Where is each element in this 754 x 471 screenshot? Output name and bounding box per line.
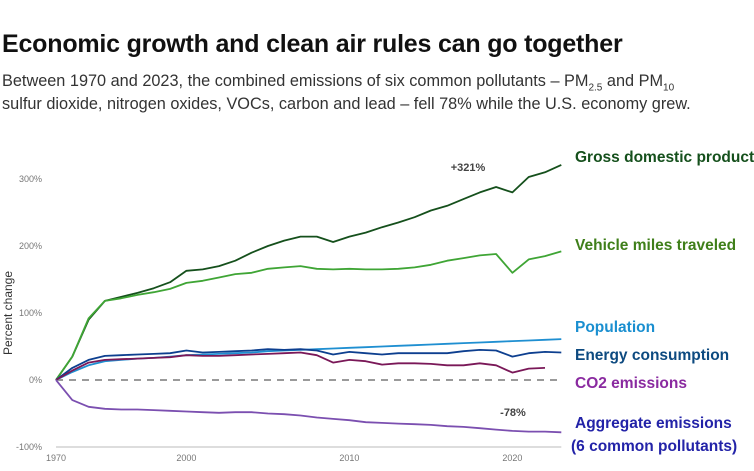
series-label: Population (575, 319, 655, 336)
x-tick-label: 1970 (46, 453, 66, 463)
series-line-energy-consumption (55, 348, 562, 381)
series-label: CO2 emissions (575, 375, 687, 392)
y-tick-label: -100% (16, 442, 42, 452)
y-tick-label: 0% (29, 375, 42, 385)
y-tick-label: 100% (19, 308, 42, 318)
x-tick-label: 2000 (176, 453, 196, 463)
x-tick-label: 2010 (339, 453, 359, 463)
pm10-subscript: 10 (663, 82, 675, 94)
subtitle-line-1: Between 1970 and 2023, the combined emis… (2, 72, 674, 93)
subtitle-line-2: sulfur dioxide, nitrogen oxides, VOCs, c… (2, 95, 691, 113)
series-line-gross-domestic-product (55, 164, 562, 381)
series-line-co2-emissions (55, 351, 546, 381)
series-label: Energy consumption (575, 347, 729, 364)
annotation-label: -78% (500, 407, 526, 419)
series-line-vehicle-miles-traveled (55, 250, 562, 381)
series-line-aggregate-emissions (55, 379, 562, 434)
annotation-label: +321% (451, 162, 486, 174)
series-label: Gross domestic product (575, 149, 754, 166)
pm25-subscript: 2.5 (588, 82, 603, 94)
series-label-line2: (6 common pollutants) (571, 438, 737, 455)
series-label: Aggregate emissions (575, 415, 732, 432)
chart-title: Economic growth and clean air rules can … (2, 30, 623, 58)
y-axis-label: Percent change (1, 271, 15, 355)
y-tick-label: 300% (19, 174, 42, 184)
series-label: Vehicle miles traveled (575, 237, 736, 254)
subtitle-text: Between 1970 and 2023, the combined emis… (2, 72, 589, 90)
x-tick-label: 2020 (502, 453, 522, 463)
y-tick-label: 200% (19, 241, 42, 251)
subtitle-text: and PM (602, 72, 664, 90)
